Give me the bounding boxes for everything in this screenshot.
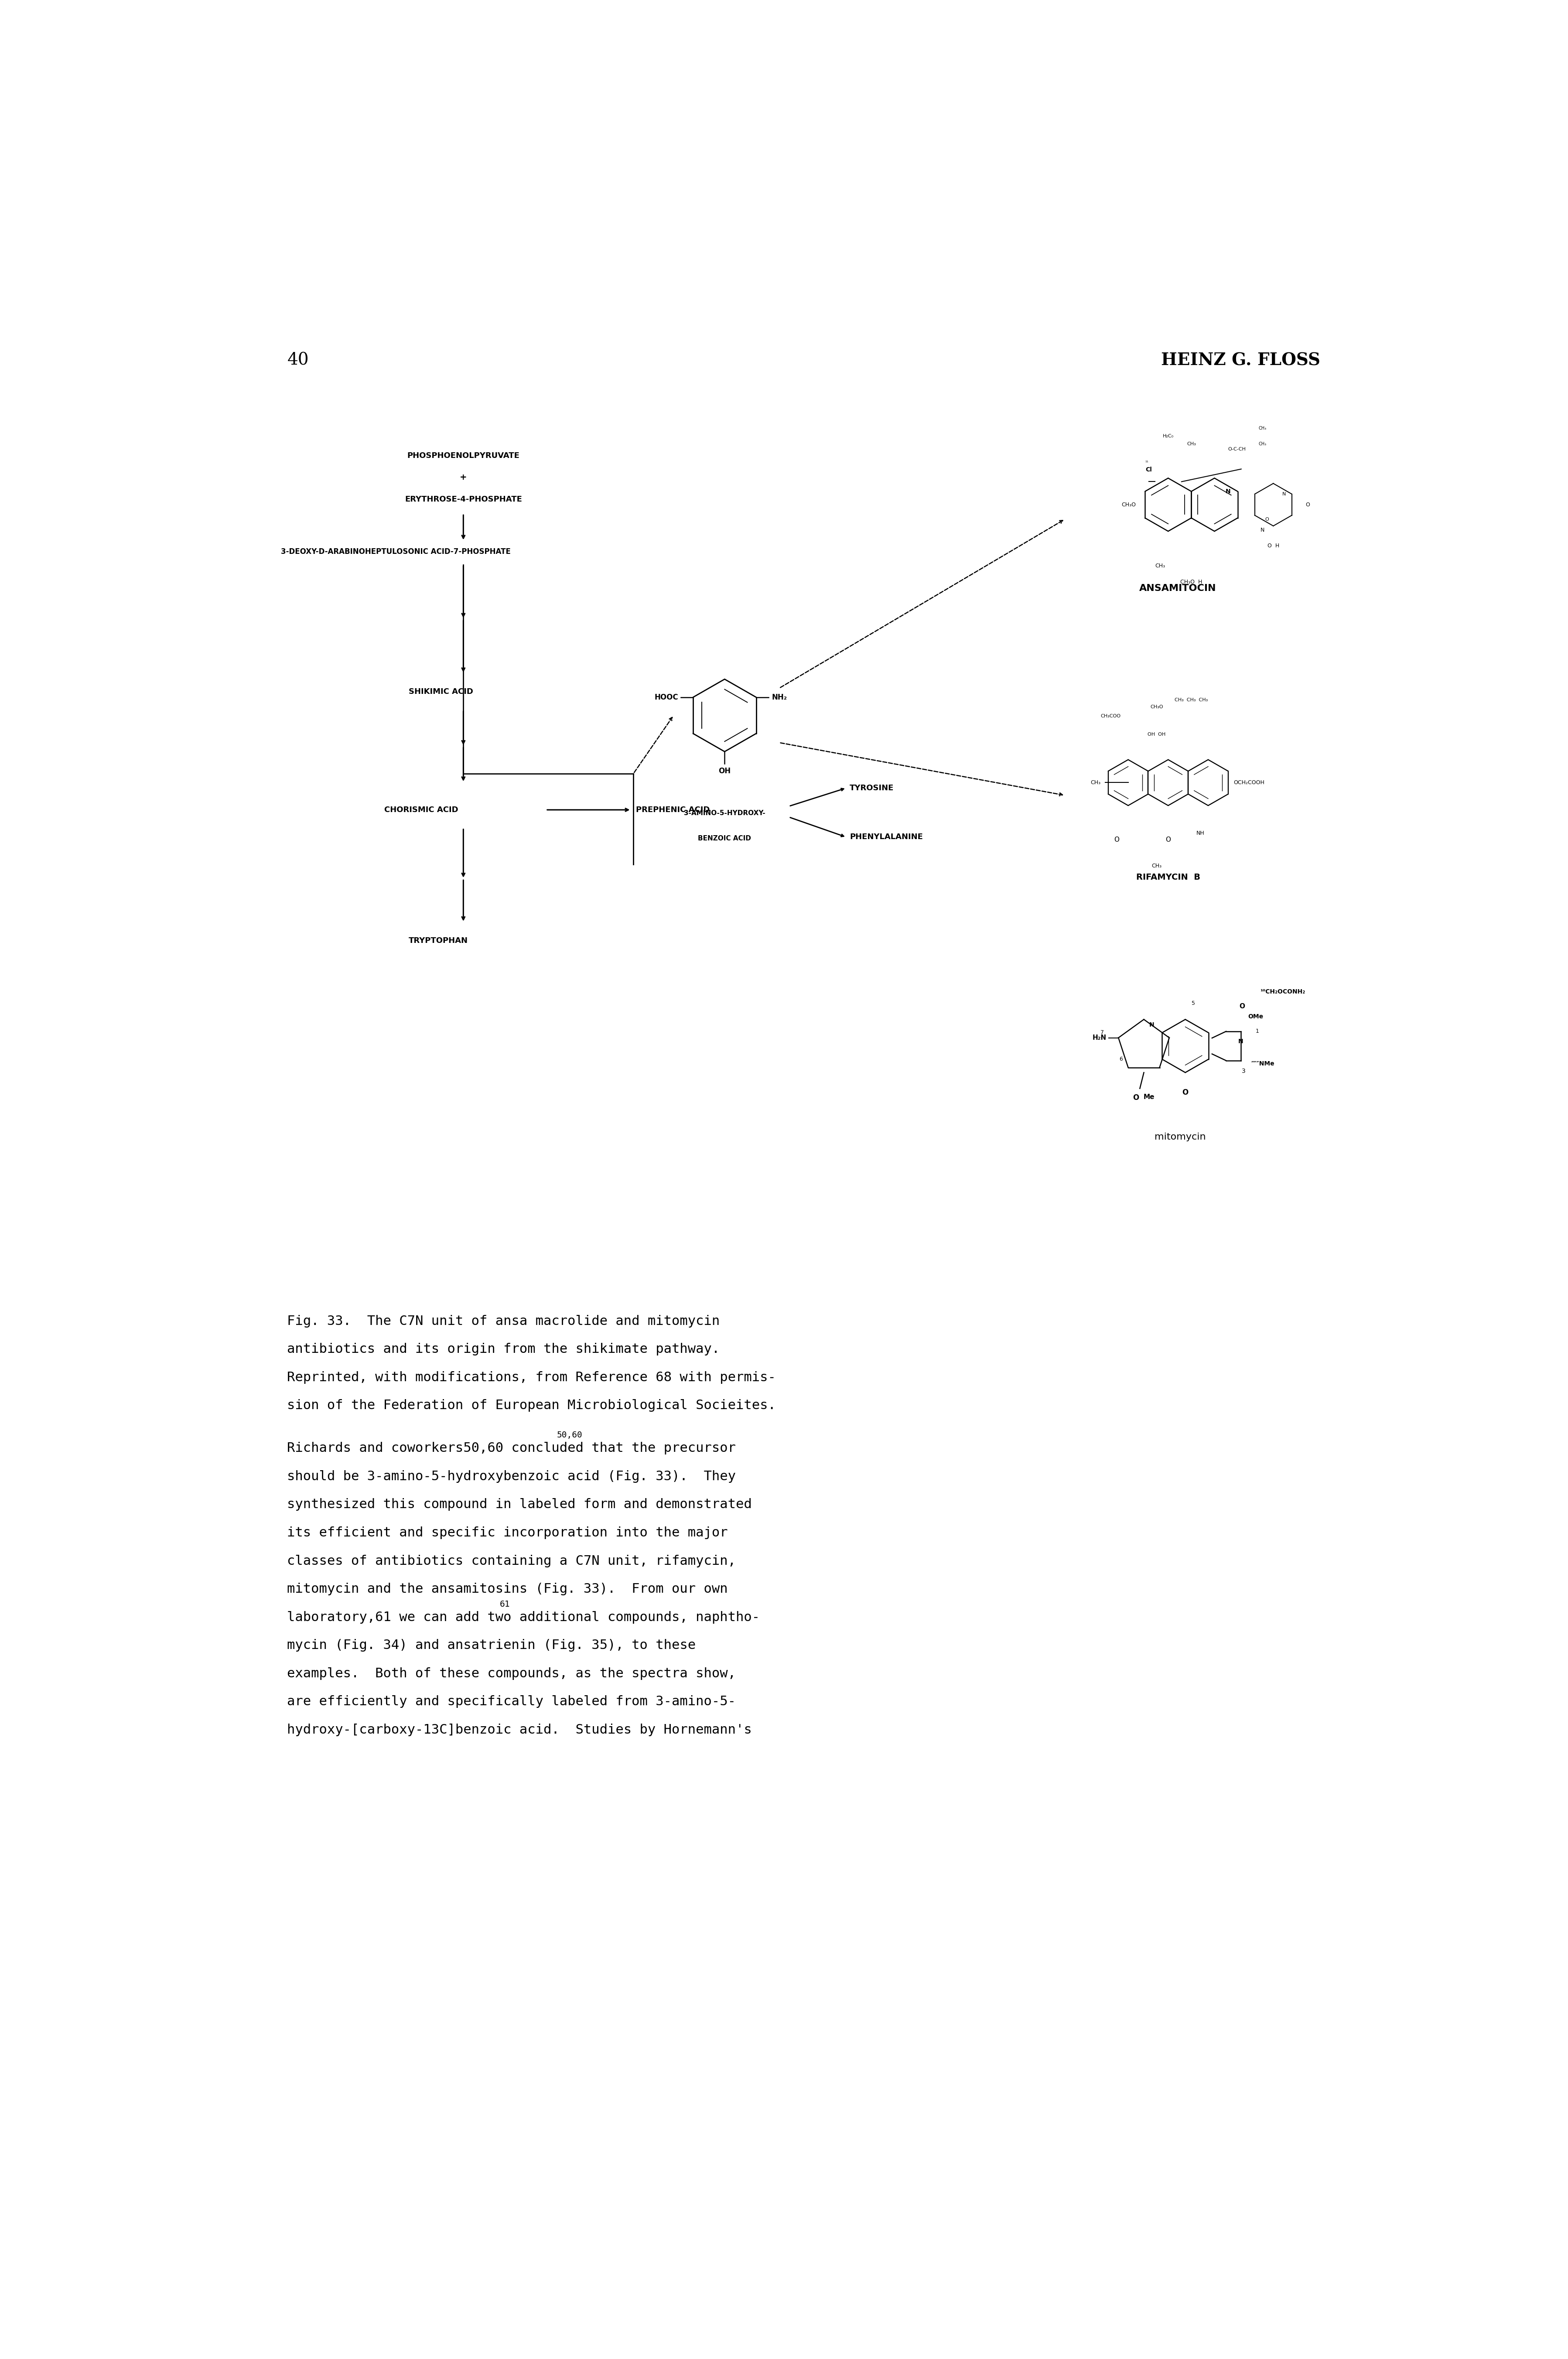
Text: ¹⁰CH₂OCONH₂: ¹⁰CH₂OCONH₂ xyxy=(1261,988,1305,995)
Text: PHOSPHOENOLPYRUVATE: PHOSPHOENOLPYRUVATE xyxy=(408,451,519,460)
Text: 61: 61 xyxy=(500,1599,510,1609)
Text: Fig. 33.  The C7N unit of ansa macrolide and mitomycin: Fig. 33. The C7N unit of ansa macrolide … xyxy=(287,1314,720,1328)
Text: its efficient and specific incorporation into the major: its efficient and specific incorporation… xyxy=(287,1526,728,1538)
Text: mitomycin: mitomycin xyxy=(1154,1132,1206,1142)
Text: 3-AMINO-5-HYDROXY-: 3-AMINO-5-HYDROXY- xyxy=(684,809,765,816)
Text: O: O xyxy=(1132,1095,1138,1102)
Text: antibiotics and its origin from the shikimate pathway.: antibiotics and its origin from the shik… xyxy=(287,1342,720,1356)
Text: O: O xyxy=(1182,1087,1189,1097)
Text: OCH₂COOH: OCH₂COOH xyxy=(1234,781,1264,786)
Text: CH₃O: CH₃O xyxy=(1151,705,1163,710)
Text: BENZOIC ACID: BENZOIC ACID xyxy=(698,835,751,842)
Text: CH₃COO: CH₃COO xyxy=(1101,715,1121,719)
Text: +: + xyxy=(459,474,467,481)
Text: PHENYLALANINE: PHENYLALANINE xyxy=(850,833,924,842)
Text: CH₃: CH₃ xyxy=(1259,427,1267,429)
Text: CH₃: CH₃ xyxy=(1090,781,1101,786)
Text: O: O xyxy=(1265,517,1269,521)
Text: 1: 1 xyxy=(1256,1029,1259,1033)
Text: ¹¹: ¹¹ xyxy=(1145,460,1148,465)
Text: N: N xyxy=(1149,1021,1154,1029)
Text: mycin (Fig. 34) and ansatrienin (Fig. 35), to these: mycin (Fig. 34) and ansatrienin (Fig. 35… xyxy=(287,1640,696,1651)
Text: N: N xyxy=(1239,1038,1243,1045)
Text: O  H: O H xyxy=(1267,543,1279,550)
Text: ANSAMITOCIN: ANSAMITOCIN xyxy=(1140,585,1217,592)
Text: CH₃O: CH₃O xyxy=(1121,502,1137,507)
Text: RIFAMYCIN  B: RIFAMYCIN B xyxy=(1137,873,1200,882)
Text: H₂C₀: H₂C₀ xyxy=(1163,434,1173,439)
Text: Cl: Cl xyxy=(1146,467,1152,472)
Text: sion of the Federation of European Microbiological Socieites.: sion of the Federation of European Micro… xyxy=(287,1399,776,1413)
Text: O: O xyxy=(1306,502,1309,507)
Text: synthesized this compound in labeled form and demonstrated: synthesized this compound in labeled for… xyxy=(287,1498,753,1510)
Text: NH₂: NH₂ xyxy=(771,694,787,701)
Text: Me: Me xyxy=(1143,1095,1154,1099)
Text: TYROSINE: TYROSINE xyxy=(850,783,894,793)
Text: N: N xyxy=(1261,528,1265,533)
Text: CH₃O  H: CH₃O H xyxy=(1181,578,1203,585)
Text: ″″″NMe: ″″″NMe xyxy=(1251,1062,1275,1066)
Text: CH₃: CH₃ xyxy=(1187,441,1196,446)
Text: Reprinted, with modifications, from Reference 68 with permis-: Reprinted, with modifications, from Refe… xyxy=(287,1371,776,1385)
Text: CH₃: CH₃ xyxy=(1156,564,1165,569)
Text: O-C-CH: O-C-CH xyxy=(1228,448,1245,451)
Text: 3-DEOXY-D-ARABINOHEPTULOSONIC ACID-7-PHOSPHATE: 3-DEOXY-D-ARABINOHEPTULOSONIC ACID-7-PHO… xyxy=(281,547,511,557)
Text: laboratory,61 we can add two additional compounds, naphtho-: laboratory,61 we can add two additional … xyxy=(287,1611,760,1623)
Text: H₂N: H₂N xyxy=(1093,1036,1107,1040)
Text: are efficiently and specifically labeled from 3-amino-5-: are efficiently and specifically labeled… xyxy=(287,1696,735,1708)
Text: CHORISMIC ACID: CHORISMIC ACID xyxy=(384,807,458,814)
Text: 40: 40 xyxy=(287,351,309,368)
Text: 7: 7 xyxy=(1101,1031,1104,1036)
Text: NH: NH xyxy=(1196,830,1204,835)
Text: O: O xyxy=(1113,837,1120,842)
Text: OH  OH: OH OH xyxy=(1148,731,1165,736)
Text: O: O xyxy=(1239,1003,1245,1010)
Text: should be 3-amino-5-hydroxybenzoic acid (Fig. 33).  They: should be 3-amino-5-hydroxybenzoic acid … xyxy=(287,1470,735,1484)
Text: 5: 5 xyxy=(1192,1000,1195,1007)
Text: CH₃: CH₃ xyxy=(1259,441,1267,446)
Text: HOOC: HOOC xyxy=(654,694,679,701)
Text: hydroxy-[carboxy-13C]benzoic acid.  Studies by Hornemann's: hydroxy-[carboxy-13C]benzoic acid. Studi… xyxy=(287,1724,753,1736)
Text: 6: 6 xyxy=(1120,1057,1123,1062)
Text: N: N xyxy=(1225,488,1231,495)
Text: O: O xyxy=(1165,837,1171,842)
Text: OH: OH xyxy=(718,767,731,776)
Text: examples.  Both of these compounds, as the spectra show,: examples. Both of these compounds, as th… xyxy=(287,1668,735,1680)
Text: CH₃: CH₃ xyxy=(1151,863,1162,868)
Text: 3: 3 xyxy=(1242,1069,1245,1073)
Text: PREPHENIC ACID: PREPHENIC ACID xyxy=(637,807,710,814)
Text: classes of antibiotics containing a C7N unit, rifamycin,: classes of antibiotics containing a C7N … xyxy=(287,1555,735,1566)
Text: SHIKIMIC ACID: SHIKIMIC ACID xyxy=(409,689,474,696)
Text: OMe: OMe xyxy=(1248,1014,1264,1019)
Text: HEINZ G. FLOSS: HEINZ G. FLOSS xyxy=(1160,351,1320,368)
Text: TRYPTOPHAN: TRYPTOPHAN xyxy=(409,937,467,944)
Text: ERYTHROSE-4-PHOSPHATE: ERYTHROSE-4-PHOSPHATE xyxy=(405,495,522,502)
Text: CH₃  CH₃  CH₃: CH₃ CH₃ CH₃ xyxy=(1174,698,1207,703)
Text: N: N xyxy=(1283,493,1286,495)
Text: mitomycin and the ansamitosins (Fig. 33).  From our own: mitomycin and the ansamitosins (Fig. 33)… xyxy=(287,1583,728,1595)
Text: Richards and coworkers50,60 concluded that the precursor: Richards and coworkers50,60 concluded th… xyxy=(287,1441,735,1456)
Text: 50,60: 50,60 xyxy=(557,1432,583,1439)
